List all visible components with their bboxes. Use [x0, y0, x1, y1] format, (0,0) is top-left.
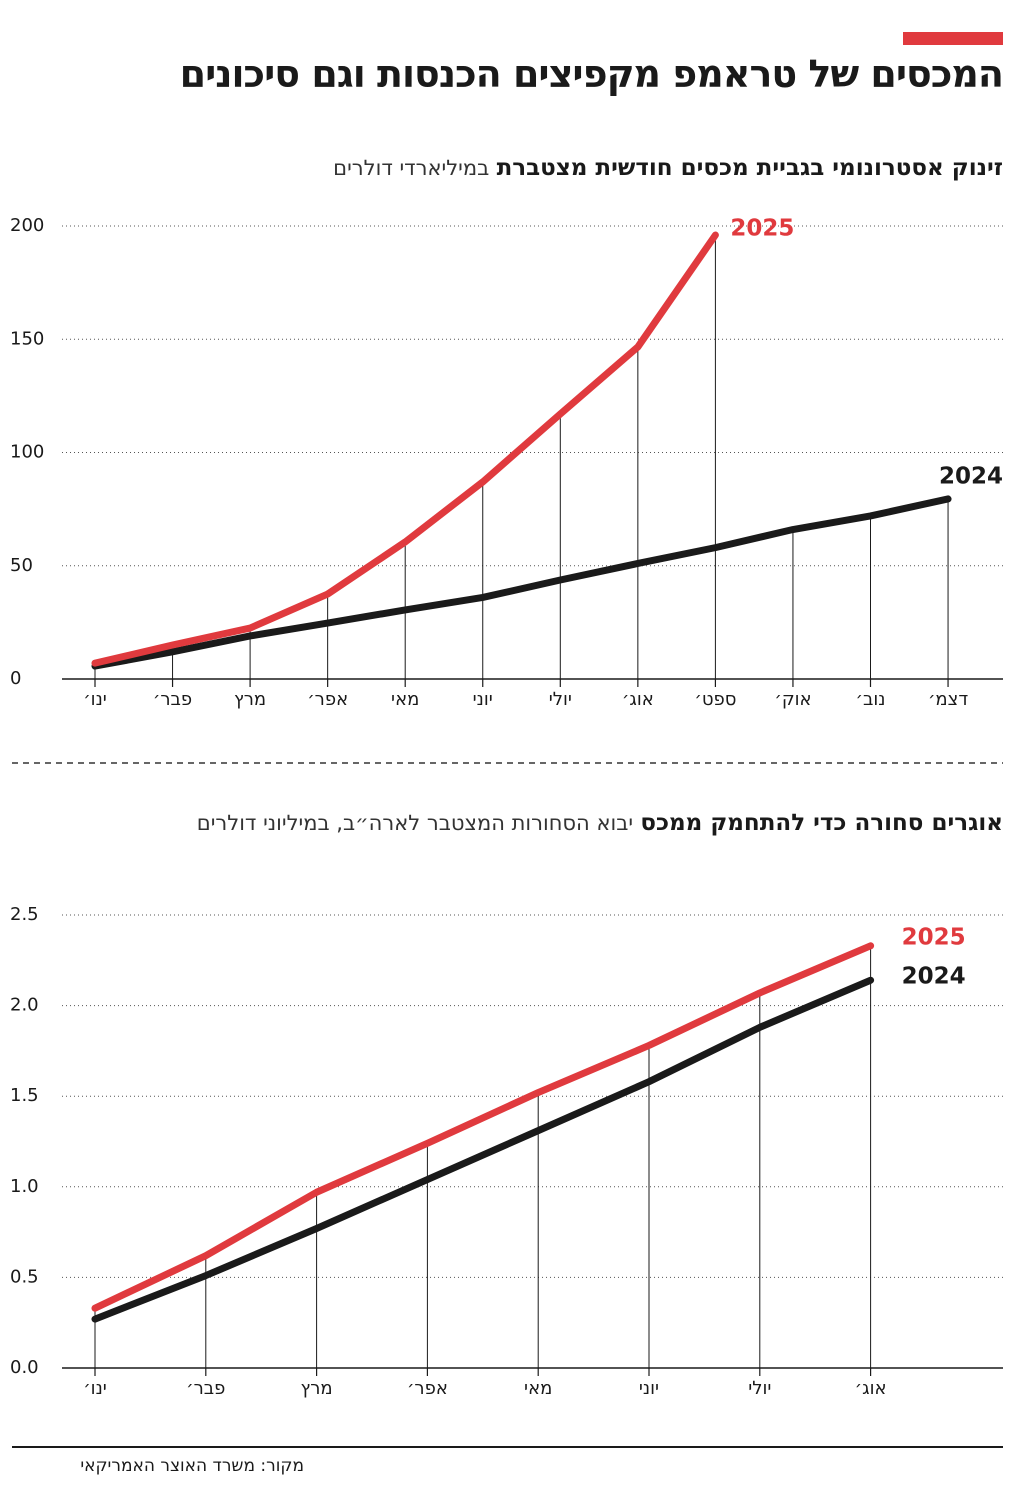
x-tick-label: מרץ	[234, 689, 266, 710]
x-tick-label: ינו׳	[83, 689, 107, 710]
x-tick-label: אוג׳	[855, 1378, 887, 1399]
x-tick-label: דצמ׳	[928, 689, 968, 710]
y-tick-label: 100	[10, 442, 44, 463]
chart-title: זינוק אסטרונומי בגביית מכסים חודשית מצטב…	[333, 155, 1003, 181]
x-tick-label: יוני	[639, 1378, 659, 1399]
x-tick-label: מרץ	[301, 1378, 333, 1399]
main-title: המכסים של טראמפ מקפיצים הכנסות וגם סיכונ…	[179, 52, 1004, 96]
y-tick-label: 0	[10, 668, 21, 689]
x-tick-label: פבר׳	[186, 1378, 225, 1399]
title: אוגרים סחורה כדי להתחמק ממכס	[640, 810, 1003, 836]
series-label: 2025	[730, 216, 794, 242]
x-tick-label: מאי	[391, 689, 419, 710]
series-line	[91, 231, 719, 667]
y-tick-label: 1.0	[10, 1176, 39, 1197]
series-line	[91, 942, 875, 1312]
x-tick-label: מאי	[524, 1378, 552, 1399]
y-tick-label: 200	[10, 215, 44, 236]
x-tick-label: אפר׳	[407, 1378, 448, 1399]
y-tick-label: 1.5	[10, 1085, 39, 1106]
x-tick-label: אוג׳	[622, 689, 654, 710]
x-tick-label: ינו׳	[83, 1378, 107, 1399]
series-label: 2024	[939, 463, 1003, 489]
series-label: 2024	[902, 964, 966, 990]
title: זינוק אסטרונומי בגביית מכסים חודשית מצטב…	[496, 155, 1003, 181]
accent-bar	[903, 32, 1003, 45]
y-tick-label: 0.0	[10, 1357, 39, 1378]
y-tick-label: 50	[10, 555, 33, 576]
x-tick-label: ספט׳	[694, 689, 736, 710]
series-line	[91, 495, 952, 670]
y-tick-label: 0.5	[10, 1266, 39, 1287]
x-tick-label: נוב׳	[856, 689, 886, 710]
series-line	[91, 976, 875, 1323]
x-tick-label: יולי	[549, 689, 572, 710]
x-tick-label: אפר׳	[307, 689, 348, 710]
x-tick-label: יולי	[748, 1378, 771, 1399]
chart-title: אוגרים סחורה כדי להתחמק ממכס יבוא הסחורו…	[197, 810, 1003, 836]
x-tick-label: פבר׳	[153, 689, 192, 710]
series-label: 2025	[902, 924, 966, 950]
source: מקור: משרד האוצר האמריקאי	[80, 1456, 304, 1476]
y-tick-label: 2.0	[10, 995, 39, 1016]
subtitle: יבוא הסחורות המצטבר לארה״ב, במיליוני דול…	[196, 811, 634, 835]
subtitle: במיליארדי דולרים	[333, 156, 490, 180]
x-tick-label: אוק׳	[774, 689, 811, 710]
y-tick-label: 150	[10, 328, 44, 349]
x-tick-label: יוני	[473, 689, 493, 710]
y-tick-label: 2.5	[10, 904, 39, 925]
